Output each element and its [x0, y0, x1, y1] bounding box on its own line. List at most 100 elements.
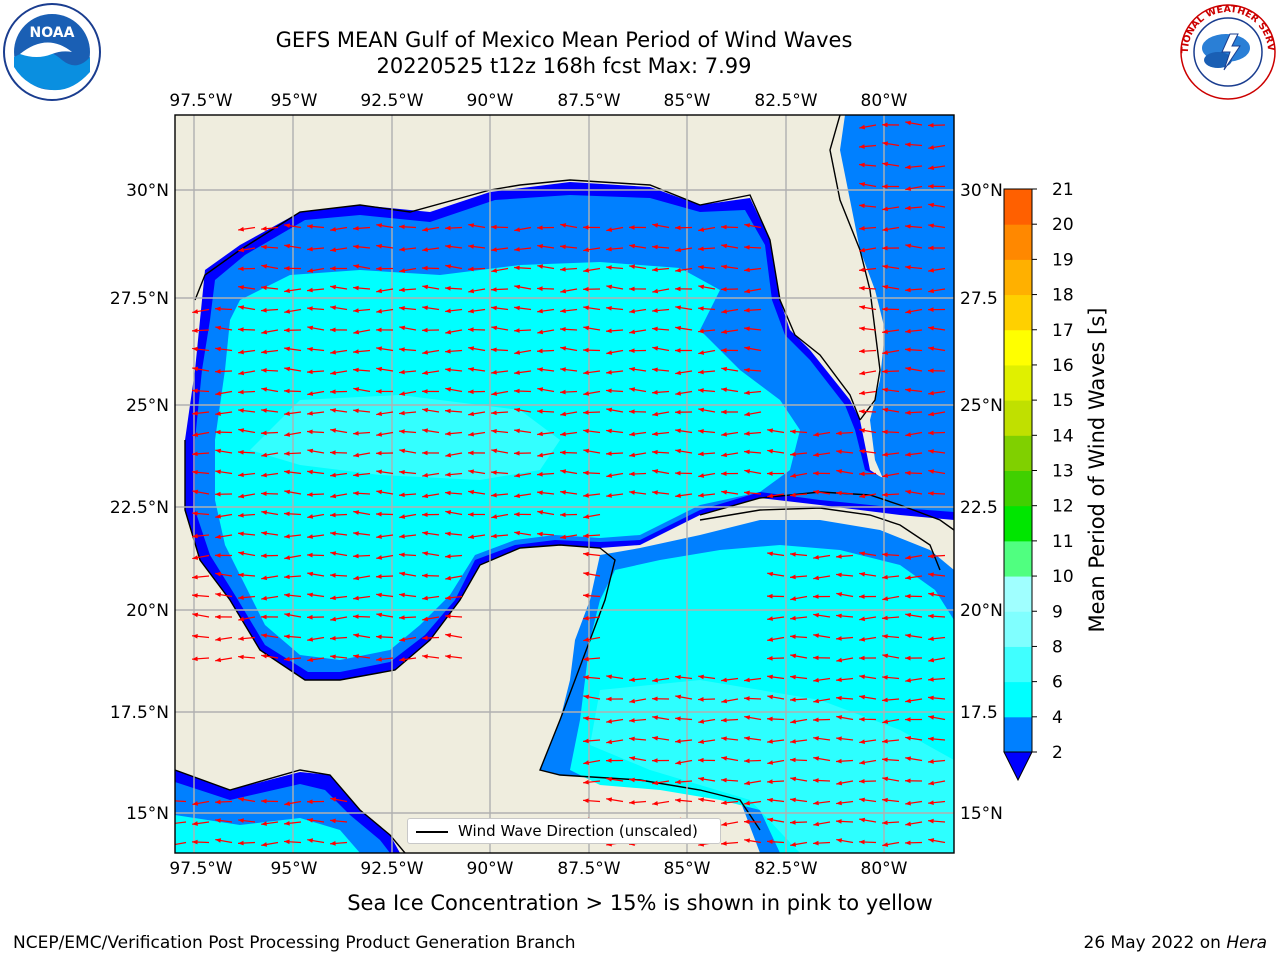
wind-arrow-head: [376, 450, 382, 456]
wind-arrow-head: [629, 348, 635, 354]
wind-arrow-head: [629, 718, 635, 723]
wind-arrow-head: [376, 574, 382, 579]
wind-arrow-head: [859, 716, 865, 722]
wind-arrow-head: [698, 473, 705, 478]
wind-arrow-head: [583, 779, 589, 785]
wind-arrow-head: [514, 305, 520, 311]
wind-arrow-head: [721, 387, 728, 393]
wind-arrow-head: [606, 739, 613, 745]
wind-arrow-head: [790, 473, 797, 478]
wind-arrow-head: [905, 489, 912, 495]
wind-arrow-head: [284, 432, 291, 437]
wind-arrow-head: [767, 760, 774, 765]
wind-arrow-head: [583, 391, 590, 396]
wind-arrow-head: [491, 492, 497, 498]
wind-arrow-head: [675, 694, 682, 700]
wind-arrow-head: [905, 655, 911, 661]
wind-arrow-head: [445, 531, 451, 537]
wind-arrow-head: [905, 800, 911, 806]
wind-arrow-head: [675, 716, 681, 722]
wind-arrow-head: [652, 490, 658, 495]
wind-arrow-head: [813, 736, 819, 741]
wind-arrow-head: [721, 286, 727, 292]
wind-arrow-head: [629, 471, 635, 477]
wind-arrow-head: [422, 551, 429, 556]
wind-arrow-head: [192, 656, 198, 662]
wind-arrow-head: [836, 554, 842, 559]
wind-arrow-head: [882, 675, 888, 680]
wind-arrow-head: [629, 490, 635, 495]
wind-arrow-head: [215, 325, 222, 331]
wind-arrow-head: [445, 595, 451, 601]
wind-arrow-head: [376, 469, 382, 475]
wind-arrow-head: [583, 798, 589, 804]
wind-arrow-head: [652, 800, 659, 806]
wind-arrow-head: [629, 225, 635, 230]
wind-arrow-head: [882, 264, 888, 270]
wind-arrow-head: [307, 571, 314, 577]
wind-arrow-head: [192, 388, 198, 394]
wind-arrow-head: [238, 285, 244, 290]
wind-arrow-head: [330, 227, 337, 232]
wind-arrow-head: [422, 531, 428, 536]
wind-arrow-head: [629, 452, 636, 458]
wind-arrow-head: [468, 534, 475, 540]
wind-arrow-head: [928, 449, 934, 454]
colorbar-tick-label: 13: [1052, 462, 1074, 482]
wind-arrow-head: [422, 635, 428, 641]
wind-arrow-head: [376, 511, 382, 517]
wind-arrow-head: [330, 531, 336, 536]
wind-arrow-head: [836, 736, 842, 742]
wind-arrow-head: [744, 326, 750, 332]
wind-arrow-head: [330, 654, 336, 660]
wind-arrow-head: [675, 325, 682, 331]
wind-arrow-head: [813, 594, 819, 599]
wind-arrow-head: [284, 243, 291, 249]
wind-arrow-head: [859, 694, 866, 700]
wind-arrow: [175, 841, 187, 846]
wind-arrow-head: [399, 246, 405, 252]
wind-arrow-head: [537, 409, 543, 414]
wind-arrow-head: [491, 224, 497, 230]
wind-arrow-head: [813, 756, 820, 761]
wind-arrow-head: [445, 490, 451, 496]
lon-tick-top: 82.5°W: [754, 91, 817, 111]
wind-arrow-head: [629, 286, 635, 292]
wind-arrow-head: [882, 596, 889, 601]
wind-arrow-head: [790, 739, 796, 744]
wind-arrow-head: [422, 327, 428, 333]
wind-arrow-head: [905, 698, 912, 704]
wind-arrow-head: [905, 778, 911, 784]
date-value: 26 May 2022 on: [1083, 933, 1227, 953]
wind-arrow-head: [376, 327, 382, 333]
wind-arrow-head: [836, 592, 843, 597]
wind-arrow-head: [744, 288, 751, 294]
wind-arrow-head: [238, 305, 245, 310]
colorbar-extend-triangle: [1003, 751, 1033, 782]
wind-arrow-head: [675, 798, 681, 803]
wind-arrow-head: [744, 715, 751, 720]
wind-arrow-head: [790, 797, 796, 803]
wind-arrow-head: [813, 778, 819, 783]
wind-arrow-head: [905, 205, 911, 211]
wind-arrow-head: [491, 410, 497, 416]
wind-arrow-head: [767, 797, 773, 803]
wind-arrow-head: [491, 448, 498, 454]
wind-arrow-head: [905, 186, 912, 191]
lon-tick-bottom: 82.5°W: [754, 859, 817, 879]
wind-arrow-head: [928, 223, 935, 229]
wind-arrow-head: [859, 409, 865, 414]
wind-arrow-head: [859, 594, 865, 599]
wind-arrow-head: [836, 758, 842, 764]
wind-arrow-head: [238, 654, 244, 660]
wind-arrow-head: [307, 346, 313, 352]
wind-arrow-head: [606, 776, 613, 782]
wind-arrow-head: [698, 328, 704, 334]
wind-arrow-head: [721, 800, 727, 806]
wind-arrow-head: [721, 777, 727, 783]
wind-arrow-head: [537, 490, 543, 496]
wind-arrow-head: [560, 512, 566, 518]
wind-arrow-head: [836, 800, 842, 806]
wind-arrow: [175, 821, 187, 824]
wind-arrow-head: [491, 325, 498, 331]
